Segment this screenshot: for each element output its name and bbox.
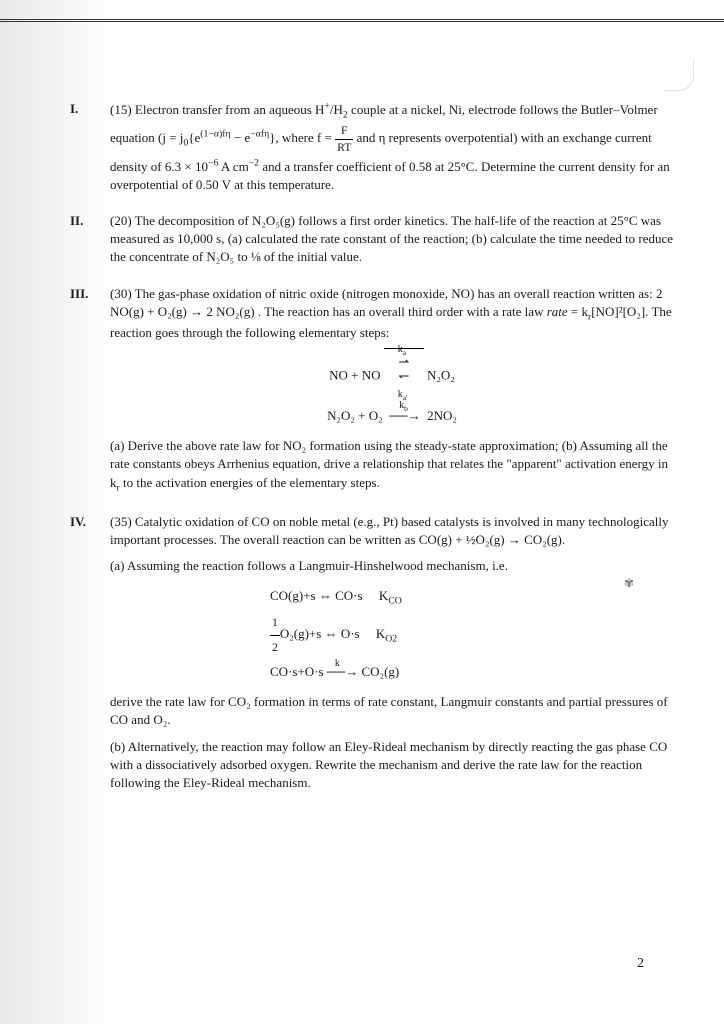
t: (35) Catalytic oxidation of CO on noble … xyxy=(110,514,669,547)
fraction: FRT xyxy=(335,123,353,157)
problem-2: II. (20) The decomposition of N₂O₅(g) fo… xyxy=(70,212,674,267)
t: 2NO₂ xyxy=(427,408,457,423)
t: {e xyxy=(188,130,200,145)
t: N₂O₂ + O₂ xyxy=(327,408,383,423)
problem-1-text: (15) Electron transfer from an aqueous H… xyxy=(110,102,670,192)
mech2: 12O₂(g)+s ⇔ O·s KO2 xyxy=(270,611,674,659)
t: = k xyxy=(568,304,588,319)
problem-4-mechanism: CO(g)+s ⇔ CO·s KCO 12O₂(g)+s ⇔ O·s KO2 C… xyxy=(110,583,674,685)
problem-1-body: (15) Electron transfer from an aqueous H… xyxy=(110,100,674,194)
t: CO₂(g) xyxy=(361,664,399,679)
problem-3-label: III. xyxy=(70,285,110,495)
problem-2-label: II. xyxy=(70,212,110,267)
t: }, where f = xyxy=(269,130,335,145)
problem-3: III. (30) The gas-phase oxidation of nit… xyxy=(70,285,674,495)
t: to the activation energies of the elemen… xyxy=(120,475,380,490)
problem-4-body: (35) Catalytic oxidation of CO on noble … xyxy=(110,513,674,792)
t: CO·s+O·s xyxy=(270,664,324,679)
eq2: N₂O₂ + O₂ kb──→ 2NO₂ xyxy=(110,403,674,429)
t: O₂(g)+s ⇔ O·s xyxy=(280,626,360,641)
t: /H xyxy=(330,102,343,117)
t: N₂O₂ xyxy=(427,368,455,383)
problem-2-body: (20) The decomposition of N₂O₅(g) follow… xyxy=(110,212,674,267)
t: NO + NO xyxy=(329,368,380,383)
problem-3-body: (30) The gas-phase oxidation of nitric o… xyxy=(110,285,674,495)
problem-4-part-b: (b) Alternatively, the reaction may foll… xyxy=(110,738,674,793)
t: (15) Electron transfer from an aqueous H xyxy=(110,102,324,117)
t: K xyxy=(379,588,388,603)
problem-4: IV. (35) Catalytic oxidation of CO on no… xyxy=(70,513,674,792)
t: − e xyxy=(231,130,251,145)
problem-4-part-a-lead: (a) Assuming the reaction follows a Lang… xyxy=(110,557,674,575)
problem-3-equations: NO + NO ka ⇀ ↽ ka' N₂O₂ N₂O₂ + O₂ kb──→ … xyxy=(110,350,674,429)
rate-italic: rate xyxy=(547,304,568,319)
k-label: k xyxy=(335,654,340,674)
problem-4-label: IV. xyxy=(70,513,110,792)
problem-1: I. (15) Electron transfer from an aqueou… xyxy=(70,100,674,194)
mech3: CO·s+O·s k──→ CO₂(g) xyxy=(270,659,674,685)
t: CO(g)+s ⇔ CO·s xyxy=(270,588,363,603)
problem-3-parts: (a) Derive the above rate law for NO₂ fo… xyxy=(110,437,674,495)
problem-4-part-a-end: derive the rate law for CO₂ formation in… xyxy=(110,693,674,729)
half-fraction: 12 xyxy=(270,611,280,659)
page-number: 2 xyxy=(637,954,644,974)
t: A cm xyxy=(218,159,248,174)
mech1: CO(g)+s ⇔ CO·s KCO xyxy=(270,583,674,611)
page-curl-decoration xyxy=(663,60,694,91)
eq1: NO + NO ka ⇀ ↽ ka' N₂O₂ xyxy=(110,350,674,403)
decorative-icon: ✾ xyxy=(624,575,634,592)
kb-label: kb xyxy=(399,396,408,416)
top-border-decoration xyxy=(0,18,724,22)
problem-1-label: I. xyxy=(70,100,110,194)
t: K xyxy=(376,626,385,641)
page: I. (15) Electron transfer from an aqueou… xyxy=(0,0,724,1024)
